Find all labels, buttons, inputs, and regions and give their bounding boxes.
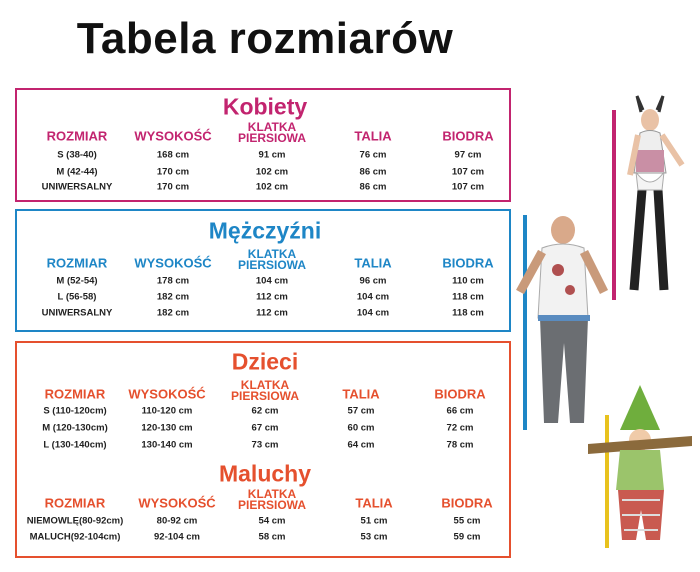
size-label: M (52-54) [56,275,98,287]
column-header: TALIA [354,128,392,144]
column-header: ROZMIAR [46,128,108,144]
column-header: WYSOKOŚĆ [134,128,212,144]
column-header: BIODRA [434,386,486,402]
size-label: NIEMOWLĘ(80-92cm) [26,515,124,527]
table-cell: 57 cm [347,405,375,417]
table-cell: 182 cm [156,307,190,319]
table-cell: 102 cm [255,181,289,193]
table-cell: 96 cm [359,275,387,287]
page-title: Tabela rozmiarów [76,14,454,63]
size-label: M (120-130cm) [42,422,108,434]
dzieci-box [15,341,511,558]
table-cell: 102 cm [255,166,289,178]
table-cell: 67 cm [251,422,279,434]
table-cell: 54 cm [258,515,286,527]
size-label: L (130-140cm) [43,439,107,451]
table-cell: 178 cm [156,275,190,287]
kobiety-box [15,88,511,202]
table-cell: 78 cm [446,439,474,451]
table-cell: 92-104 cm [154,531,200,543]
table-cell: 170 cm [156,166,190,178]
man-figure [516,216,609,423]
table-cell: 53 cm [360,531,388,543]
column-header: ROZMIAR [46,255,108,271]
column-header: WYSOKOŚĆ [134,255,212,271]
table-cell: 120-130 cm [141,422,193,434]
table-cell: 118 cm [452,307,484,319]
table-cell: 86 cm [359,181,387,193]
pink-measure-pole [612,110,616,300]
table-cell: 55 cm [453,515,481,527]
size-label: MALUCH(92-104cm) [29,531,121,543]
table-cell: 73 cm [251,439,279,451]
column-header: KLATKA PIERSIOWA [237,247,306,272]
table-cell: 104 cm [356,291,390,303]
size-label: S (38-40) [57,149,97,161]
section-title: Mężczyźni [208,217,322,244]
child-figure [588,385,692,540]
column-header: WYSOKOŚĆ [128,386,206,402]
table-cell: 72 cm [446,422,474,434]
table-cell: 182 cm [156,291,190,303]
size-label: S (110-120cm) [43,405,107,417]
table-cell: 104 cm [356,307,390,319]
table-cell: 60 cm [347,422,375,434]
table-cell: 170 cm [156,181,190,193]
yellow-measure-pole [605,415,609,548]
table-cell: 86 cm [359,166,387,178]
table-cell: 168 cm [156,149,190,161]
table-cell: 107 cm [451,181,485,193]
column-header: KLATKA PIERSIOWA [237,487,306,512]
column-header: ROZMIAR [44,495,106,511]
table-cell: 66 cm [446,405,474,417]
table-cell: 58 cm [258,531,286,543]
table-cell: 107 cm [451,166,485,178]
table-cell: 110 cm [452,275,484,287]
size-label: UNIWERSALNY [41,181,113,193]
section-title: Dzieci [231,348,299,375]
section-title: Kobiety [222,93,308,120]
table-cell: 51 cm [360,515,388,527]
woman-figure [627,95,685,291]
table-cell: 80-92 cm [156,515,198,527]
size-label: L (56-58) [57,291,97,303]
table-cell: 64 cm [347,439,375,451]
column-header: BIODRA [442,255,494,271]
table-cell: 59 cm [453,531,481,543]
table-cell: 112 cm [256,291,288,303]
column-header: TALIA [342,386,380,402]
column-header: ROZMIAR [44,386,106,402]
table-cell: 118 cm [452,291,484,303]
size-label: UNIWERSALNY [41,307,113,319]
table-cell: 62 cm [251,405,279,417]
column-header: KLATKA PIERSIOWA [237,120,306,145]
mezczyzni-box [15,209,511,332]
table-cell: 110-120 cm [141,405,193,417]
column-header: BIODRA [442,128,494,144]
table-cell: 112 cm [256,307,288,319]
blue-measure-pole [523,215,527,430]
column-header: WYSOKOŚĆ [138,495,216,511]
table-cell: 76 cm [359,149,387,161]
section-title: Maluchy [218,460,312,487]
column-header: TALIA [354,255,392,271]
table-cell: 130-140 cm [141,439,193,451]
table-cell: 104 cm [255,275,289,287]
table-cell: 91 cm [258,149,286,161]
column-header: BIODRA [441,495,493,511]
column-header: TALIA [355,495,393,511]
column-header: KLATKA PIERSIOWA [230,378,299,403]
table-cell: 97 cm [454,149,482,161]
size-label: M (42-44) [56,166,98,178]
